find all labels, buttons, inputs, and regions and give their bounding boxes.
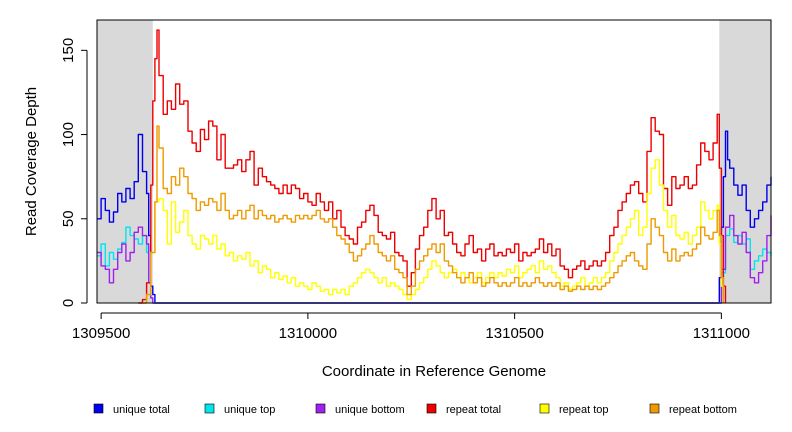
legend-swatch-unique-bottom xyxy=(315,403,326,414)
x-tick-label: 1309500 xyxy=(72,325,130,342)
x-axis-label: Coordinate in Reference Genome xyxy=(322,363,546,380)
series-line-repeat-top xyxy=(142,159,725,304)
shaded-region-0 xyxy=(97,20,153,303)
y-tick-label: 0 xyxy=(60,299,77,307)
plot-frame xyxy=(96,19,772,304)
legend-label-unique-bottom: unique bottom xyxy=(335,404,405,416)
legend-label-repeat-total: repeat total xyxy=(446,404,501,416)
y-tick-label: 150 xyxy=(60,38,77,63)
legend-swatch-repeat-top xyxy=(539,403,550,414)
legend-swatch-unique-top xyxy=(204,403,215,414)
legend-label-repeat-bottom: repeat bottom xyxy=(669,404,737,416)
legend-label-unique-top: unique top xyxy=(224,404,275,416)
legend: unique total unique top unique bottom repea… xyxy=(93,403,737,416)
series-lines xyxy=(97,29,772,304)
legend-swatch-repeat-bottom xyxy=(649,403,660,414)
series-line-unique-bottom xyxy=(97,214,772,304)
legend-label-unique-total: unique total xyxy=(113,404,170,416)
y-axis: 0 50 100 150 xyxy=(60,38,88,307)
x-tick-label: 1310000 xyxy=(279,325,337,342)
y-axis-label: Read Coverage Depth xyxy=(23,87,40,236)
series-line-repeat-total xyxy=(138,29,727,304)
legend-swatch-unique-total xyxy=(93,403,104,414)
series-line-repeat-bottom xyxy=(142,125,725,304)
x-axis: 1309500 1310000 1310500 1311000 xyxy=(72,312,750,342)
x-tick-label: 1310500 xyxy=(485,325,543,342)
series-line-unique-total xyxy=(97,130,772,304)
shaded-regions xyxy=(97,20,771,303)
y-tick-label: 50 xyxy=(60,210,77,227)
x-tick-label: 1311000 xyxy=(693,325,750,342)
series-line-unique-top xyxy=(97,226,772,304)
legend-label-repeat-top: repeat top xyxy=(559,404,609,416)
y-tick-label: 100 xyxy=(60,122,77,147)
legend-swatch-repeat-total xyxy=(426,403,437,414)
